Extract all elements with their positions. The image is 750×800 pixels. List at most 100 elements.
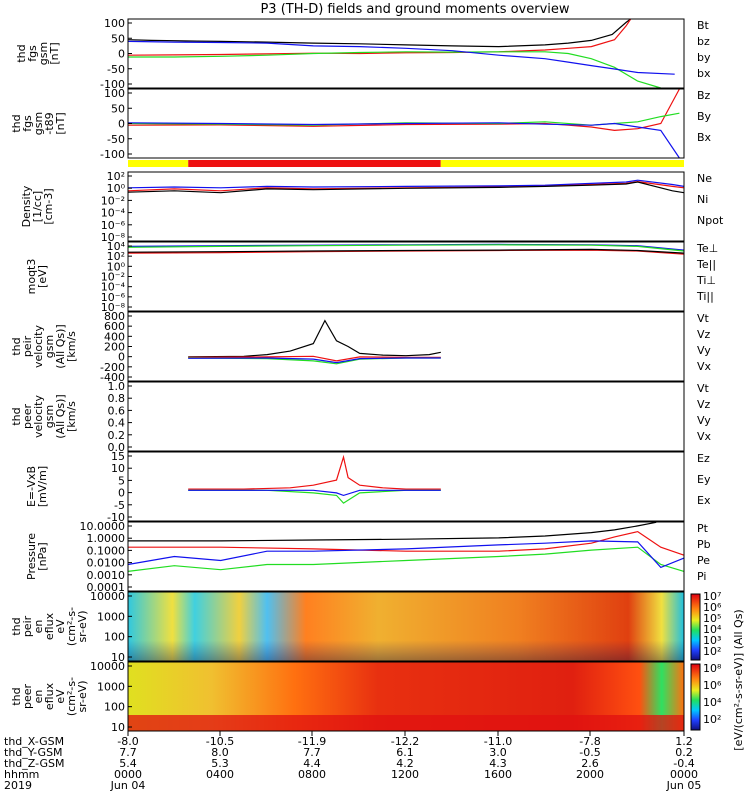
y-tick-label: 100 [104, 701, 125, 714]
series-p7-Ez [188, 454, 441, 490]
x-row-label: 2019 [4, 779, 32, 792]
panel-ylabel-line: Density [20, 185, 33, 227]
y-tick-label: 1000 [97, 680, 125, 693]
panel-ylabel-line: gsm [43, 335, 56, 358]
y-tick-label: 10⁻⁴ [101, 207, 126, 220]
panel-ylabel-line: E=-VxB [25, 466, 38, 507]
panel-ylabel-line: gsm [32, 112, 45, 135]
y-tick-label: -100 [100, 148, 125, 161]
legend-Ey: Ey [697, 473, 711, 486]
colorbar-bottom-tick: 10⁴ [703, 696, 722, 709]
panel-p10: 10000 1000 100 10 thdpeerenefluxeV(cm²-s-sr-… [10, 660, 685, 734]
y-tick-label: 5 [118, 474, 125, 487]
y-tick-label: 10⁻⁶ [101, 291, 126, 304]
panel-frame [127, 311, 685, 382]
panel-ylabel-line: thd [10, 407, 23, 425]
colorbar-top-tick: 10⁵ [703, 612, 721, 625]
y-tick-label: 10² [107, 170, 125, 183]
x-row-value: Jun 04 [110, 779, 146, 792]
legend-Vz: Vz [697, 398, 711, 411]
series-p1-bx [127, 40, 675, 75]
panel-ylabel: Pressure[nPa] [25, 533, 49, 580]
y-tick-label: 0 [118, 351, 125, 364]
colorbar-label: [eV/(cm²-s-sr-eV)] (All Qs) [732, 609, 745, 750]
series-p8-Pi [127, 540, 685, 569]
series-p4-Te [127, 248, 685, 254]
panel-ylabel-line: velocity [32, 395, 45, 438]
legend-Ni: Ni [697, 193, 708, 206]
status-bar [128, 160, 684, 167]
colorbar-top-tick: 10² [703, 645, 721, 658]
panel-ylabel-line: en [32, 690, 45, 704]
y-tick-label: -50 [107, 133, 125, 146]
panel-frame [127, 381, 685, 452]
series-p3-Npot [127, 179, 685, 189]
panel-frame [127, 171, 685, 242]
y-tick-label: 10⁴ [107, 240, 126, 253]
legend-Pi: Pi [697, 570, 706, 583]
legend-Ez: Ez [697, 452, 710, 465]
panel-ylabel-line: peer [21, 684, 34, 710]
panel-ylabel-line: velocity [32, 325, 45, 368]
x-row-value: -12.2 [391, 735, 419, 748]
x-row-value: 0000 [670, 768, 698, 781]
x-row-value: 0.2 [675, 746, 693, 759]
colorbar-top-tick: 10⁷ [703, 590, 721, 603]
panel-ylabel-line: sr-eV) [76, 610, 89, 642]
panel-frame [127, 451, 685, 522]
colorbar-bottom [690, 663, 701, 731]
panel-ylabel-line: [nT] [48, 42, 61, 64]
y-tick-label: 10⁻⁴ [101, 281, 126, 294]
panel-ylabel-line: -t89 [43, 112, 56, 134]
y-tick-label: 10⁻² [101, 271, 125, 284]
y-tick-label: 10⁻⁸ [101, 231, 126, 244]
panel-ylabel-line: [nPa] [36, 542, 49, 570]
series-p8-Pt [128, 521, 657, 542]
panel-ylabel-line: (cm²-s- [65, 677, 78, 716]
panel-ylabel-line: thd [10, 617, 23, 635]
y-tick-label: 50 [111, 102, 125, 115]
legend-Vx: Vx [697, 430, 712, 443]
x-row-value: 7.7 [119, 746, 137, 759]
x-row-label: thd_Y-GSM [4, 746, 63, 759]
panel-ylabel-line: (All Qs)] [54, 324, 67, 368]
y-tick-label: 100 [104, 17, 125, 30]
colorbar-bottom-tick: 10⁶ [703, 679, 722, 692]
y-tick-label: 0.1000 [87, 544, 126, 557]
y-tick-label: 10000 [90, 660, 125, 673]
series-p2-By [127, 112, 680, 126]
panel-ylabel-line: moqt3 [25, 259, 38, 295]
y-tick-label: 10⁻² [101, 194, 125, 207]
panel-ylabel-line: fgs [21, 115, 34, 132]
panel-ylabel-line: thd [15, 44, 28, 62]
electron-spectrogram-lowband [128, 715, 684, 731]
panel-ylabel-line: peir [21, 615, 34, 637]
x-row-value: 4.3 [489, 757, 507, 770]
y-tick-label: 200 [104, 341, 125, 354]
legend-By: By [697, 110, 712, 123]
y-tick-label: 10⁻⁸ [101, 301, 126, 314]
panel-frame [127, 18, 685, 89]
legend-Pe: Pe [697, 554, 710, 567]
status-segment-2 [440, 160, 684, 167]
series-p7-Ex [188, 489, 441, 497]
x-row-label: thd_Z-GSM [4, 757, 64, 770]
legend-Ti: Ti⊥ [696, 274, 716, 287]
x-row-value: 0800 [298, 768, 326, 781]
legend-Vt: Vt [697, 382, 710, 395]
x-row-value: -10.5 [206, 735, 234, 748]
series-p1-Bt [127, 18, 632, 48]
panel-ylabel-line: fgs [26, 45, 39, 62]
y-tick-label: 0 [118, 487, 125, 500]
x-row-value: 3.0 [489, 746, 507, 759]
x-row-value: 1600 [484, 768, 512, 781]
y-tick-label: 0.8 [108, 392, 126, 405]
panel-ylabel: E=-VxB[mV/m] [25, 466, 49, 507]
